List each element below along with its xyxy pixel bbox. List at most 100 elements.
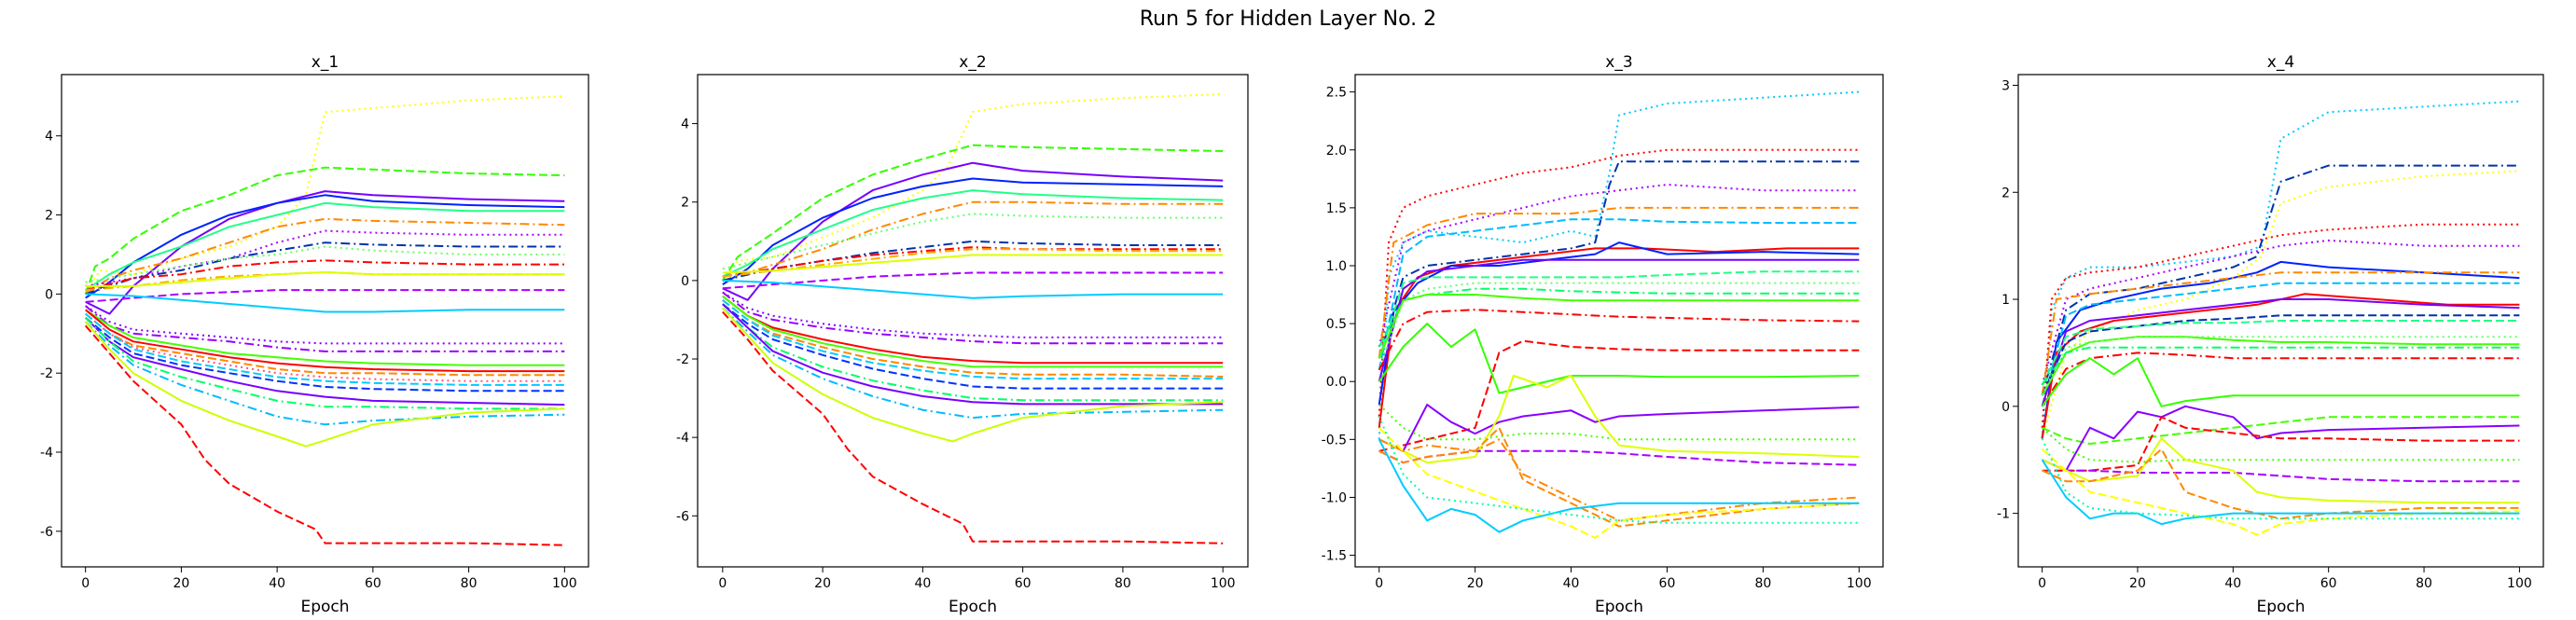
series-line-26 <box>2041 459 2520 526</box>
x-tick-label: 80 <box>2416 576 2432 591</box>
series-group <box>84 95 565 546</box>
series-line-14 <box>85 293 565 313</box>
series-line-6 <box>85 217 565 296</box>
chart-title: x_4 <box>2267 53 2294 72</box>
series-line-6 <box>722 200 1224 282</box>
series-line-4 <box>2041 223 2520 428</box>
series-line-16 <box>2041 351 2520 407</box>
series-line-10 <box>722 248 1224 278</box>
series-line-23 <box>1378 427 1860 539</box>
y-tick-label: 2 <box>2001 186 2010 200</box>
chart-panel-4: x_4 0 20 40 60 80 100 -1 0 1 2 3 Epoch <box>1997 53 2544 616</box>
series-line-25 <box>2041 448 2520 536</box>
series-line-7 <box>85 229 565 287</box>
series-line-20 <box>85 312 565 382</box>
series-line-9 <box>85 245 565 283</box>
series-line-24 <box>1378 438 1860 533</box>
series-line-12 <box>722 271 1224 290</box>
series-line-1 <box>2041 100 2520 439</box>
x-tick-label: 0 <box>718 576 727 591</box>
y-tick-label: -1.5 <box>1322 549 1347 564</box>
series-line-17 <box>1378 404 1860 452</box>
series-line-23 <box>722 307 1224 420</box>
series-line-1 <box>1378 90 1860 440</box>
series-line-17 <box>85 309 565 366</box>
series-line-24 <box>722 307 1224 443</box>
series-line-22 <box>2042 459 2520 483</box>
y-tick-label: -2 <box>40 366 53 381</box>
chart-title: x_3 <box>1605 53 1632 72</box>
series-line-7 <box>1378 247 1860 429</box>
series-line-18 <box>722 299 1224 378</box>
series-line-10 <box>85 259 565 292</box>
series-line-27 <box>84 324 565 546</box>
series-line-7 <box>2041 271 2520 396</box>
series-group <box>1378 90 1860 539</box>
x-tick-label: 20 <box>814 576 831 591</box>
series-line-6 <box>1378 218 1860 371</box>
chart-title: x_1 <box>312 53 339 72</box>
series-line-5 <box>2041 239 2520 386</box>
series-line-11 <box>722 254 1224 274</box>
series-group <box>2041 100 2520 536</box>
series-line-8 <box>722 240 1224 282</box>
series-line-15 <box>722 291 1224 345</box>
series-line-23 <box>2042 437 2520 504</box>
series-line-8 <box>1378 241 1860 406</box>
x-tick-label: 60 <box>1015 576 1032 591</box>
series-line-9 <box>722 246 1224 278</box>
y-tick-label: 2 <box>681 196 689 211</box>
y-tick-label: -1 <box>1997 507 2010 522</box>
series-line-19 <box>722 299 1224 380</box>
series-line-8 <box>85 241 565 296</box>
series-line-6 <box>2041 260 2520 439</box>
series-line-11 <box>1378 282 1860 371</box>
x-tick-label: 40 <box>269 576 285 591</box>
chart-title: x_2 <box>959 53 986 72</box>
series-line-19 <box>1378 375 1860 464</box>
y-tick-label: -4 <box>676 431 689 446</box>
series-line-13 <box>722 279 1224 299</box>
series-line-5 <box>85 201 565 291</box>
series-line-4 <box>85 194 565 299</box>
x-tick-label: 0 <box>1375 576 1383 591</box>
y-tick-label: 2 <box>45 209 53 224</box>
y-tick-label: 0 <box>2001 400 2010 415</box>
y-tick-label: 1 <box>2001 293 2010 308</box>
series-line-19 <box>2042 405 2520 472</box>
series-line-13 <box>85 289 565 303</box>
x-tick-label: 0 <box>2038 576 2046 591</box>
series-line-16 <box>85 305 565 352</box>
series-line-12 <box>2041 320 2520 386</box>
x-axis-label: Epoch <box>1595 598 1643 616</box>
series-line-17 <box>722 295 1224 368</box>
y-tick-label: -1.0 <box>1322 490 1347 505</box>
x-tick-label: 40 <box>2224 576 2241 591</box>
chart-panel-2: x_2 0 20 40 60 80 100 -6 -4 -2 0 2 4 Epoch <box>676 53 1249 616</box>
series-line-13 <box>2041 336 2520 396</box>
series-line-2 <box>721 144 1224 282</box>
y-tick-label: -4 <box>40 446 53 461</box>
series-line-21 <box>1378 438 1860 522</box>
y-tick-label: 4 <box>45 130 53 145</box>
chart-panel-1: x_1 0 20 40 60 80 100 -6 -4 -2 0 2 4 Epoch <box>40 53 589 616</box>
x-tick-label: 20 <box>173 576 189 591</box>
plot-frame <box>697 74 1249 568</box>
x-tick-label: 100 <box>1847 576 1872 591</box>
x-tick-label: 0 <box>81 576 90 591</box>
series-line-14 <box>1378 309 1860 371</box>
series-line-23 <box>84 317 565 406</box>
series-line-24 <box>84 317 565 410</box>
x-tick-label: 100 <box>2507 576 2532 591</box>
x-tick-label: 80 <box>461 576 478 591</box>
series-line-20 <box>722 303 1224 390</box>
x-tick-label: 100 <box>1211 576 1236 591</box>
series-line-22 <box>1378 426 1860 528</box>
series-line-15 <box>85 305 565 345</box>
series-line-3 <box>85 190 565 315</box>
series-line-5 <box>722 189 1224 278</box>
series-line-10 <box>1378 270 1860 359</box>
series-line-10 <box>2041 298 2520 407</box>
series-line-11 <box>2041 314 2520 396</box>
